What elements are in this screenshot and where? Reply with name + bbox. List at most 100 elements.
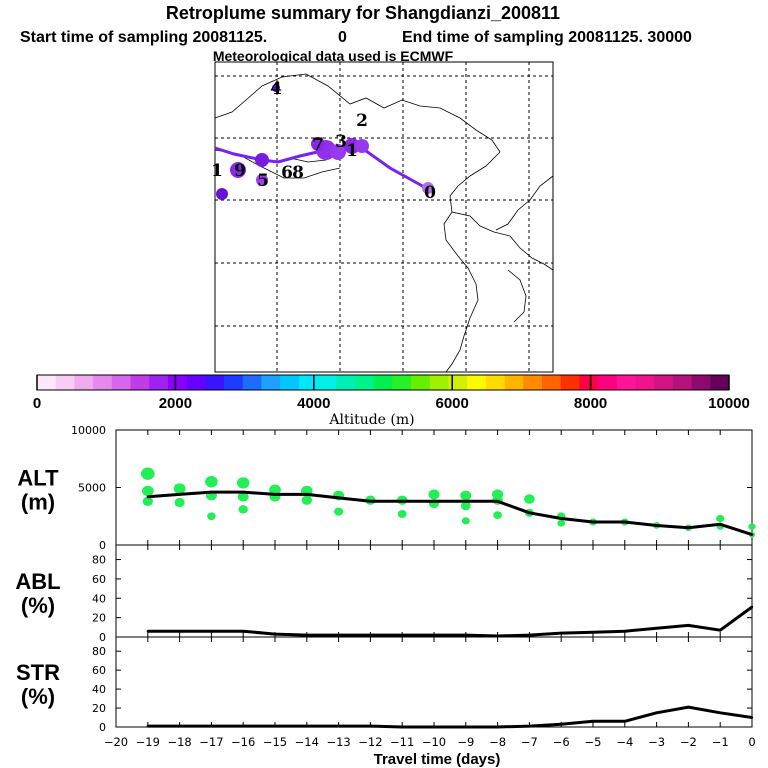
colorbar-swatch	[504, 375, 524, 390]
colorbar-swatch	[672, 375, 692, 390]
plume-blob	[330, 144, 346, 160]
day-label: 2	[356, 111, 368, 131]
series-point	[528, 511, 531, 514]
series-point	[464, 500, 467, 503]
plume-blob	[255, 153, 269, 167]
y-tick-label: 80	[92, 554, 106, 567]
series-point	[719, 629, 722, 632]
y-tick-label: 40	[92, 683, 106, 696]
y-tick-label: 0	[99, 539, 106, 552]
panel-unit: (%)	[21, 593, 55, 618]
plume-blob	[216, 188, 228, 200]
colorbar-title: Altitude (m)	[328, 412, 414, 428]
day-label: 6	[281, 163, 293, 183]
series-point	[719, 711, 722, 714]
series-point	[146, 629, 149, 633]
series-point	[432, 500, 436, 503]
altitude-marker	[334, 507, 344, 516]
series-point	[369, 633, 372, 637]
day-label: 1	[211, 161, 223, 181]
day-label: 0	[424, 183, 436, 203]
series-point	[242, 724, 245, 728]
day-label: 4	[270, 79, 282, 99]
series-point	[242, 629, 245, 633]
altitude-marker	[397, 509, 407, 518]
series-point	[432, 725, 436, 729]
panel-alt: ALT(m) 0 5000 10000	[17, 424, 756, 552]
series-point	[273, 632, 277, 636]
start-time-value: 0	[338, 29, 347, 46]
plume-track	[214, 84, 434, 200]
colorbar-swatch	[280, 375, 300, 390]
x-tick-label: −20	[104, 735, 128, 749]
colorbar-swatch	[635, 375, 655, 390]
altitude-marker	[524, 494, 535, 504]
series-point	[273, 493, 277, 496]
y-tick-label: 5000	[78, 482, 106, 495]
day-label: 3	[335, 132, 347, 152]
colorbar-swatch	[149, 375, 169, 390]
colorbar-swatch	[616, 375, 636, 390]
series-point	[305, 633, 308, 637]
colorbar-swatch	[654, 375, 674, 390]
altitude-marker	[205, 476, 218, 488]
series-point	[687, 526, 690, 529]
series-point	[623, 629, 626, 633]
series-point	[560, 631, 563, 635]
plume-blob	[311, 137, 325, 151]
x-tick-label: −10	[422, 735, 446, 749]
x-tick-label: −5	[585, 735, 602, 749]
y-tick-label: 40	[92, 592, 106, 605]
x-tick-label: −17	[199, 735, 223, 749]
series-point	[242, 490, 245, 494]
colorbar-swatch	[37, 375, 57, 390]
x-tick-label: −7	[521, 735, 538, 749]
x-tick-label: −8	[489, 735, 506, 749]
altitude-marker	[301, 495, 313, 505]
altitude-marker	[142, 496, 153, 506]
colorbar-label: 10000	[708, 395, 750, 412]
colorbar-swatch	[93, 375, 113, 390]
x-tick-label: −13	[326, 735, 350, 749]
x-tick-label: −3	[648, 735, 665, 749]
altitude-marker	[173, 483, 186, 494]
altitude-colorbar: 0 2000 4000 6000 8000 10000	[33, 374, 750, 412]
altitude-marker	[269, 484, 281, 496]
panel-title: ALT	[17, 466, 59, 491]
colorbar-swatch	[541, 375, 562, 390]
colorbar-swatch	[560, 375, 580, 390]
plume-blob	[272, 84, 280, 92]
colorbar-swatch	[317, 375, 337, 390]
colorbar-label: 8000	[574, 395, 607, 412]
colorbar-swatch	[429, 375, 449, 390]
colorbar-swatch	[448, 375, 468, 390]
colorbar-label: 0	[33, 395, 41, 412]
altitude-marker	[557, 519, 566, 527]
y-tick-label: 0	[99, 721, 106, 734]
colorbar-swatch	[598, 375, 618, 390]
x-tick-label: −19	[136, 735, 160, 749]
series-line-abl	[147, 605, 753, 638]
x-tick-label: 0	[748, 735, 755, 749]
series-point	[623, 720, 626, 723]
colorbar-swatch	[167, 375, 188, 390]
series-point	[464, 725, 467, 729]
day-label: 8	[292, 163, 304, 183]
series-point	[528, 724, 531, 728]
series-point	[337, 633, 340, 637]
colorbar-swatch	[261, 375, 281, 390]
series-point	[560, 517, 563, 520]
plume-blob	[422, 182, 434, 194]
day-label: 7	[312, 135, 324, 155]
map-gridlines	[215, 62, 553, 372]
colorbar-swatch	[74, 375, 94, 390]
series-point	[369, 500, 372, 503]
colorbar-swatch	[130, 375, 150, 390]
plume-blob	[344, 138, 360, 154]
colorbar-swatch	[336, 375, 356, 390]
altitude-marker	[238, 505, 248, 514]
series-point	[432, 633, 436, 637]
panel-title: STR	[16, 660, 60, 685]
x-axis-label: Travel time (days)	[374, 751, 501, 768]
series-point	[687, 624, 690, 627]
